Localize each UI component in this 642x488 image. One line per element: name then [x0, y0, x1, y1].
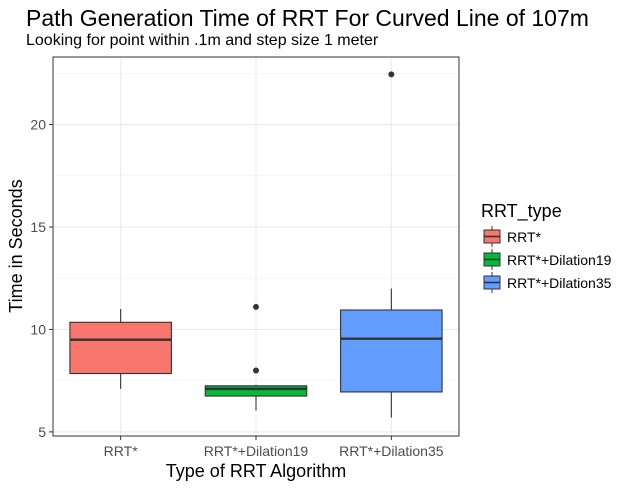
y-tick-label: 5 [38, 424, 46, 440]
legend-label: RRT*+Dilation35 [507, 275, 612, 291]
outlier-point [253, 367, 259, 374]
outlier-point [388, 71, 395, 78]
chart-subtitle: Looking for point within .1m and step si… [26, 32, 379, 49]
legend-key [483, 226, 501, 247]
legend-label: RRT* [507, 229, 542, 245]
axes: 5 10 15 20 RRT* RRT*+Dilation19 RRT*+Dilation3… [30, 117, 443, 459]
box [340, 309, 443, 393]
x-tick-label: RRT*+Dilation35 [339, 443, 444, 459]
legend-title: RRT_type [481, 201, 562, 222]
y-tick-label: 15 [30, 219, 46, 235]
chart-title: Path Generation Time of RRT For Curved L… [26, 5, 589, 31]
x-tick-label: RRT*+Dilation19 [204, 443, 309, 459]
legend-label: RRT*+Dilation19 [507, 252, 612, 268]
box [204, 385, 308, 397]
legend: RRT_type RRT* RRT*+Dilation19 RRT*+Dilation… [481, 201, 612, 293]
y-tick-label: 10 [30, 321, 46, 337]
legend-key [483, 249, 501, 270]
y-tick-label: 20 [30, 117, 46, 133]
y-axis-title: Time in Seconds [6, 179, 26, 312]
boxplot-rrt-dilation19 [204, 303, 308, 411]
legend-key [483, 272, 501, 293]
x-axis-title: Type of RRT Algorithm [166, 461, 346, 481]
x-tick-label: RRT* [104, 443, 139, 459]
boxplots [69, 71, 443, 418]
box [69, 321, 172, 375]
outlier-point [253, 303, 259, 310]
boxplot-rrt-dilation35 [340, 71, 443, 418]
boxplot-rrt- [69, 308, 172, 389]
